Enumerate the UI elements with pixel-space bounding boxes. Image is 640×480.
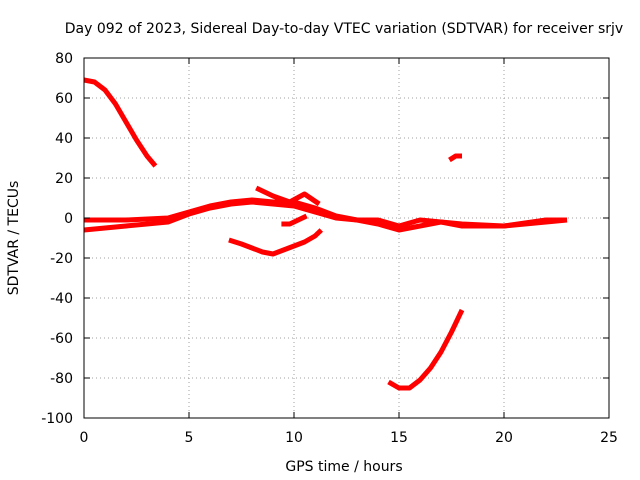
y-tick-label: -40 [50, 291, 73, 307]
x-tick-label: 0 [80, 430, 89, 446]
series-line-arc-main-lower [83, 199, 568, 233]
y-axis-title: SDTVAR / TECUs [6, 181, 22, 296]
y-tick-label: 40 [55, 131, 73, 147]
series-layer [83, 77, 568, 391]
y-tick-label: -100 [41, 411, 73, 427]
y-tick-label: 80 [55, 51, 73, 67]
y-tick-label: 60 [55, 91, 73, 107]
x-tick-label: 25 [600, 430, 618, 446]
y-tick-label: -60 [50, 331, 73, 347]
y-tick-label: -20 [50, 251, 73, 267]
series-line-arc-small-dip [281, 213, 308, 227]
x-tick-label: 10 [285, 430, 303, 446]
x-tick-label: 20 [495, 430, 513, 446]
x-axis-title: GPS time / hours [285, 459, 402, 475]
grid-lines [84, 58, 609, 418]
chart-title: Day 092 of 2023, Sidereal Day-to-day VTE… [65, 21, 623, 37]
y-tick-label: -80 [50, 371, 73, 387]
x-tick-label: 15 [390, 430, 408, 446]
x-tick-label: 5 [185, 430, 194, 446]
y-tick-label: 20 [55, 171, 73, 187]
tick-layer: 0 5 10 15 20 25 -100 -80 -60 -40 -20 0 20 40 60 80 [41, 51, 618, 446]
series-line-arc-deep-recovery [387, 308, 465, 391]
plot-frame [83, 57, 610, 419]
series-line-arc-secondary-bump [255, 185, 321, 207]
y-tick-label: 0 [64, 211, 73, 227]
series-line-arc-short-high [448, 153, 462, 163]
series-line-arc-high-decay [83, 77, 158, 168]
series-line-arc-trough [228, 228, 324, 257]
